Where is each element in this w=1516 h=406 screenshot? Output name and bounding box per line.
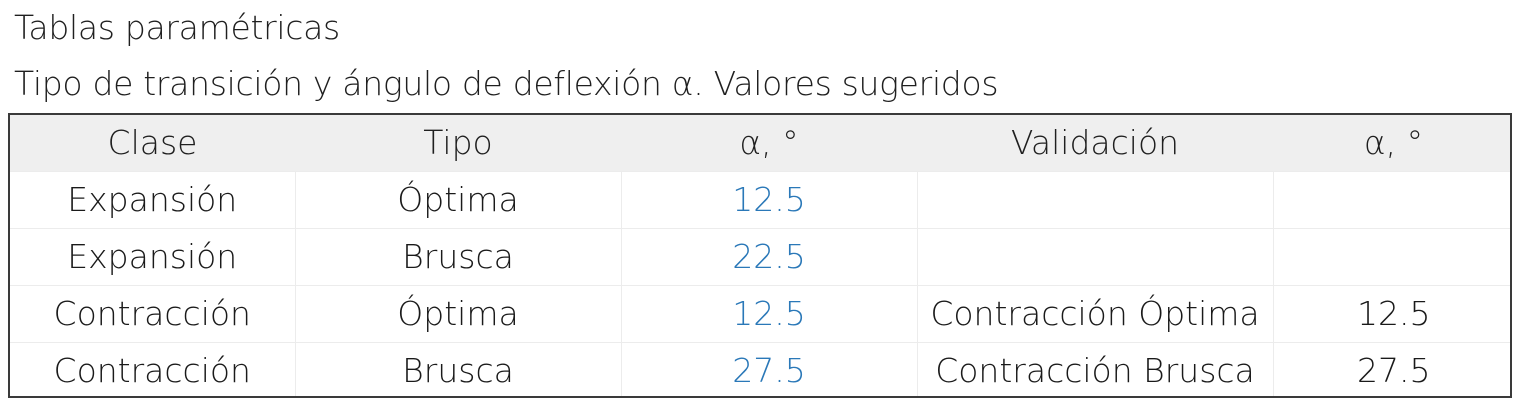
column-header-validacion: Validación xyxy=(1010,123,1180,163)
cell-alpha-input[interactable]: 12.5 xyxy=(620,170,917,228)
parametric-table-container: Clase Tipo α, ° Validación α, ° Expansió… xyxy=(8,113,1512,398)
cell-validacion xyxy=(916,170,1273,228)
cell-clase: Expansión xyxy=(10,170,295,228)
cell-alpha-validacion: 12.5 xyxy=(1272,284,1510,342)
cell-tipo: Óptima xyxy=(294,170,621,228)
cell-validacion: Contracción Brusca xyxy=(916,341,1273,396)
cell-alpha-input[interactable]: 22.5 xyxy=(620,227,917,285)
column-header-clase: Clase xyxy=(107,123,198,163)
table-row: Contracción Óptima 12.5 Contracción Ópti… xyxy=(10,284,1510,342)
cell-clase: Contracción xyxy=(10,341,295,396)
cell-clase: Expansión xyxy=(10,227,295,285)
cell-clase: Contracción xyxy=(10,284,295,342)
parametric-table: Clase Tipo α, ° Validación α, ° Expansió… xyxy=(10,115,1510,396)
column-header-alpha-validacion: α, ° xyxy=(1363,123,1424,163)
cell-alpha-validacion: 27.5 xyxy=(1272,341,1510,396)
cell-tipo: Brusca xyxy=(294,227,621,285)
table-row: Expansión Óptima 12.5 xyxy=(10,170,1510,228)
page-title: Tablas paramétricas xyxy=(14,8,340,47)
column-header-alpha: α, ° xyxy=(739,123,799,163)
table-row: Contracción Brusca 27.5 Contracción Brus… xyxy=(10,341,1510,396)
cell-tipo: Brusca xyxy=(294,341,621,396)
cell-alpha-input[interactable]: 27.5 xyxy=(620,341,917,396)
column-header-tipo: Tipo xyxy=(423,123,493,163)
cell-alpha-validacion xyxy=(1272,170,1510,228)
table-header-row: Clase Tipo α, ° Validación α, ° xyxy=(10,115,1510,171)
cell-alpha-input[interactable]: 12.5 xyxy=(620,284,917,342)
cell-validacion: Contracción Óptima xyxy=(916,284,1273,342)
cell-validacion xyxy=(916,227,1273,285)
cell-alpha-validacion xyxy=(1272,227,1510,285)
table-row: Expansión Brusca 22.5 xyxy=(10,227,1510,285)
cell-tipo: Óptima xyxy=(294,284,621,342)
table-caption: Tipo de transición y ángulo de deflexión… xyxy=(14,64,999,103)
